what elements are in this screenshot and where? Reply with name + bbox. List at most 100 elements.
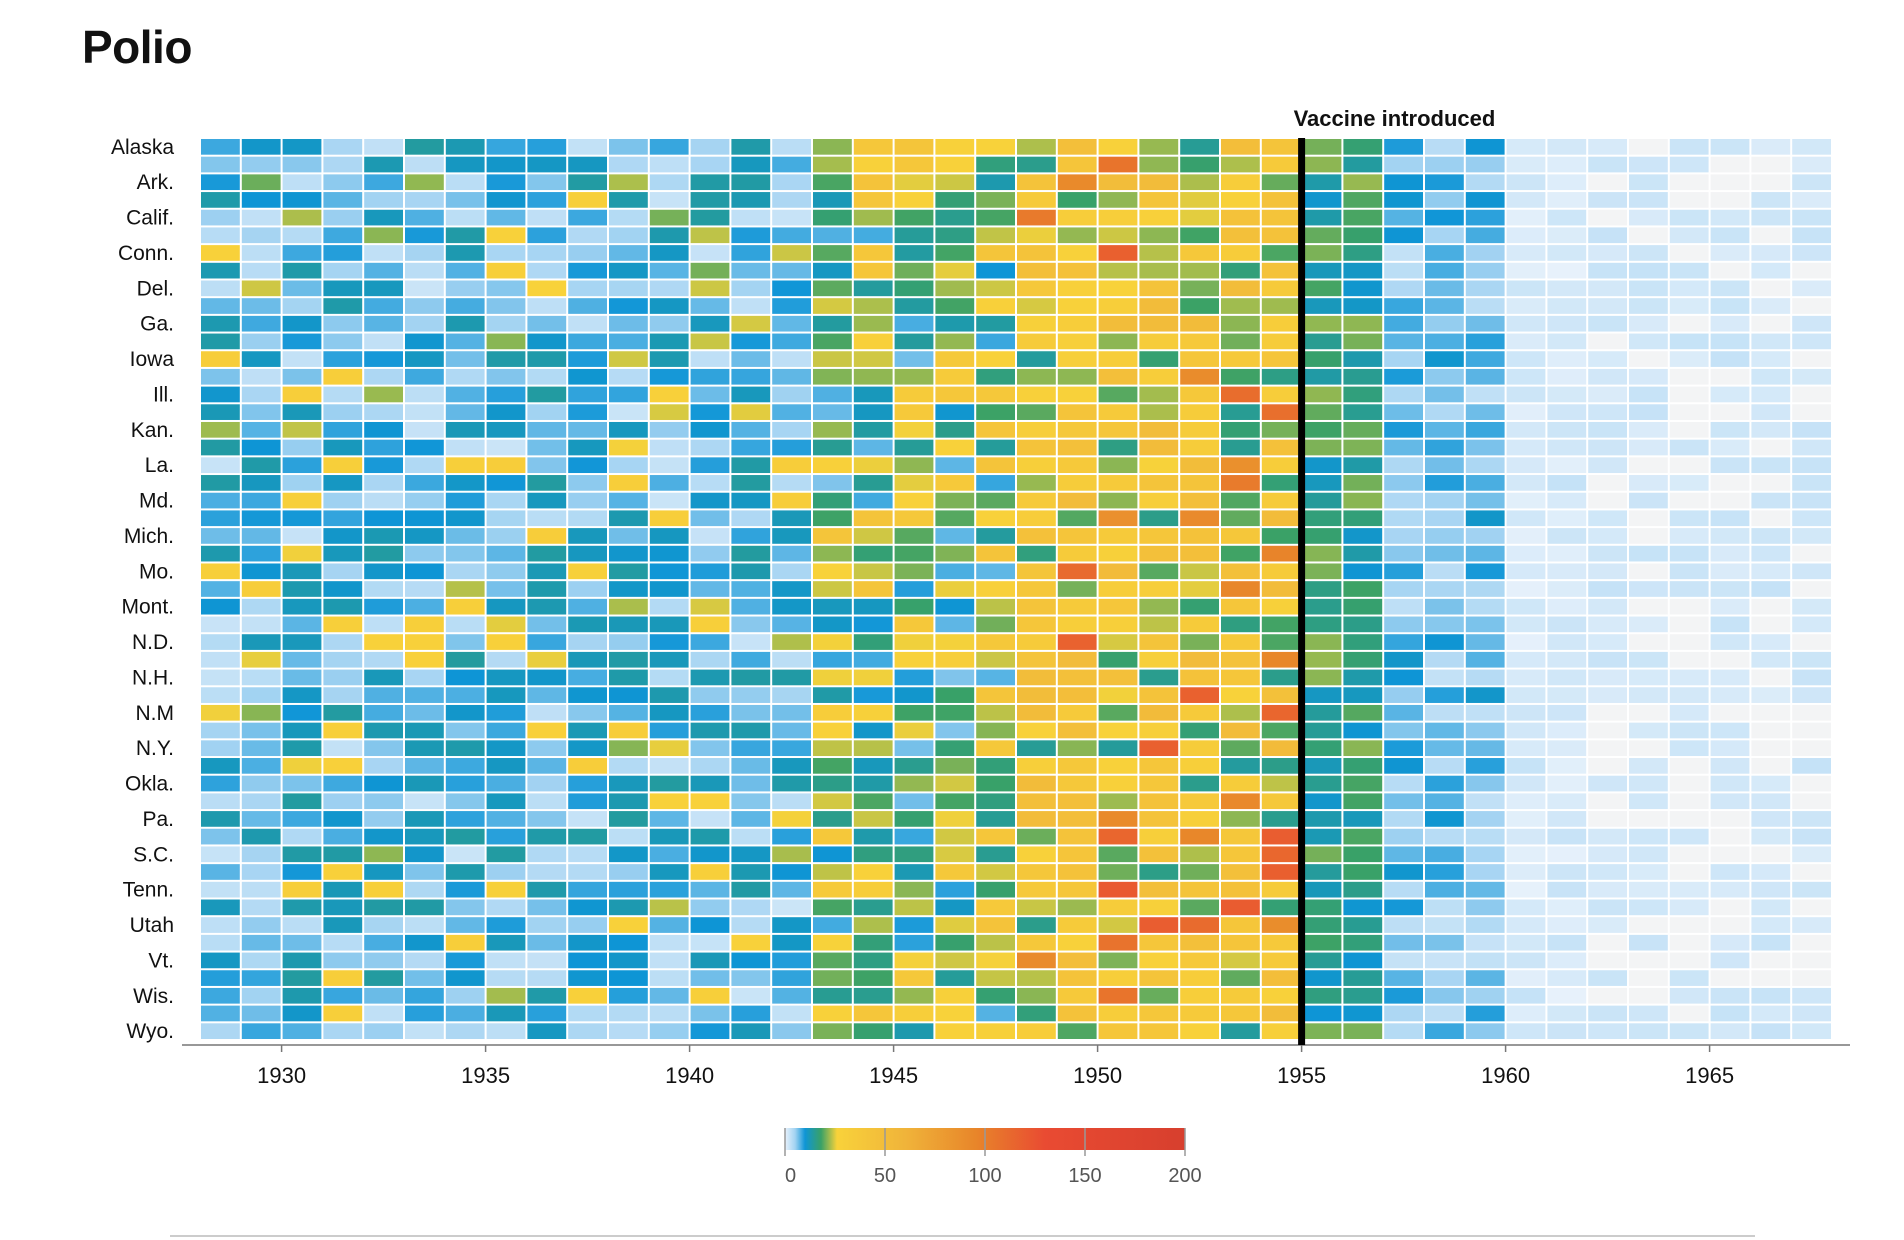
heatmap-cell [1139,528,1179,544]
heatmap-cell [445,687,485,703]
heatmap-cell [1710,934,1750,951]
heatmap-cell [323,528,363,544]
heatmap-cell [527,563,567,580]
heatmap-cell [690,421,730,438]
heatmap-cell [894,581,934,597]
heatmap-cell [1425,298,1464,314]
heatmap-cell [1710,634,1750,650]
heatmap-cell [445,1023,485,1039]
heatmap-cell [1751,209,1791,226]
heatmap-cell [323,669,363,686]
heatmap-cell [1465,333,1505,350]
heatmap-cell [201,1023,240,1039]
heatmap-cell [323,368,363,385]
heatmap-cell [976,917,1015,933]
heatmap-cell [1343,315,1383,332]
heatmap-cell [976,881,1015,898]
heatmap-cell [1669,439,1709,456]
heatmap-cell [1057,934,1097,951]
heatmap-cell [649,704,689,721]
heatmap-cell [1302,669,1342,686]
heatmap-cell [1425,881,1464,898]
heatmap-cell [649,545,689,562]
heatmap-cell [364,616,403,633]
heatmap-cell [1792,775,1831,792]
heatmap-cell [894,333,934,350]
heatmap-cell [731,899,771,916]
heatmap-cell [241,315,281,332]
heatmap-cell [1792,174,1831,191]
heatmap-cell [201,616,240,633]
heatmap-cell [1751,669,1791,686]
heatmap-cell [527,740,567,757]
heatmap-cell [1261,280,1301,297]
heatmap-cell [649,475,689,491]
heatmap-cell [1588,262,1627,279]
heatmap-cell [772,775,811,792]
heatmap-cell [527,952,567,969]
y-axis: AlaskaArk.Calif.Conn.Del.Ga.IowaIll.Kan.… [111,136,174,1043]
heatmap-cell [1098,917,1138,933]
heatmap-cell [1221,457,1260,474]
heatmap-cell [405,864,444,880]
heatmap-cell [976,952,1015,969]
heatmap-cell [1139,970,1179,986]
heatmap-cell [527,758,567,774]
heatmap-cell [731,298,771,314]
heatmap-cell [731,368,771,385]
heatmap-cell [813,351,852,367]
heatmap-cell [690,740,730,757]
heatmap-cell [405,139,444,155]
heatmap-cell [1139,368,1179,385]
heatmap-cell [282,634,322,650]
heatmap-cell [405,510,444,527]
heatmap-cell [690,952,730,969]
heatmap-cell [935,475,975,491]
heatmap-cell [1710,351,1750,367]
heatmap-cell [1098,598,1138,615]
heatmap-cell [609,598,648,615]
heatmap-cell [731,616,771,633]
heatmap-cell [609,669,648,686]
heatmap-cell [1751,351,1791,367]
heatmap-cell [1139,864,1179,880]
heatmap-cell [1425,404,1464,420]
heatmap-cell [1180,740,1219,757]
heatmap-cell [323,952,363,969]
heatmap-cell [405,368,444,385]
heatmap-cell [323,563,363,580]
heatmap-cell [813,758,852,774]
heatmap-cell [649,952,689,969]
heatmap-cell [1547,139,1587,155]
heatmap-cell [1669,581,1709,597]
heatmap-cell [364,899,403,916]
heatmap-cell [894,528,934,544]
heatmap-cell [772,174,811,191]
heatmap-cell [364,917,403,933]
heatmap-cell [976,475,1015,491]
heatmap-cell [649,899,689,916]
heatmap-cell [1506,545,1546,562]
heatmap-cell [1669,545,1709,562]
heatmap-cell [568,510,607,527]
heatmap-cell [1261,386,1301,403]
heatmap-cell [935,315,975,332]
heatmap-cell [445,917,485,933]
heatmap-cell [1669,634,1709,650]
heatmap-cell [241,457,281,474]
heatmap-cell [1180,970,1219,986]
heatmap-cell [1792,156,1831,173]
heatmap-cell [1057,651,1097,668]
heatmap-cell [405,775,444,792]
heatmap-cell [690,333,730,350]
heatmap-cell [894,616,934,633]
heatmap-cell [1629,192,1668,208]
heatmap-cell [813,439,852,456]
heatmap-cell [405,492,444,509]
heatmap-cell [282,510,322,527]
heatmap-cell [445,475,485,491]
heatmap-cell [772,1023,811,1039]
heatmap-cell [1588,298,1627,314]
heatmap-cell [894,987,934,1004]
heatmap-cell [568,457,607,474]
